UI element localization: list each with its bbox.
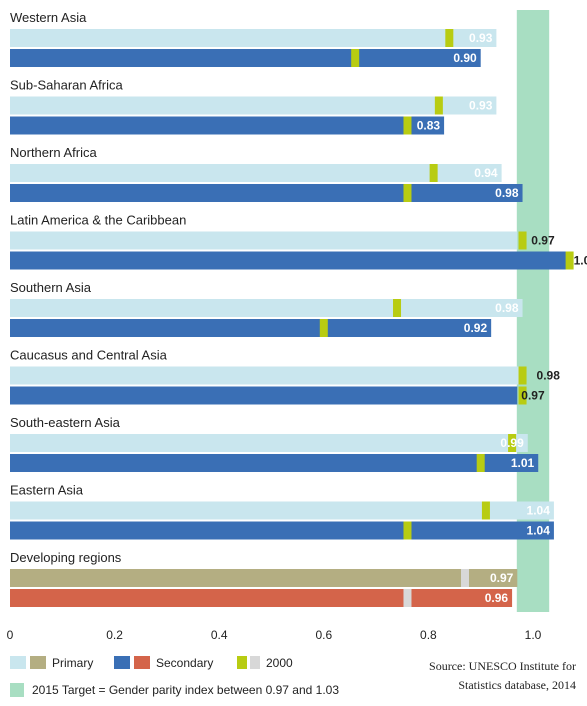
marker-2000-secondary (476, 454, 485, 472)
primary-bar (10, 231, 518, 250)
marker-2000-primary (393, 299, 402, 317)
marker-2000-secondary (403, 116, 412, 135)
secondary-value-label: 1.04 (527, 524, 551, 538)
x-tick-label: 0 (7, 628, 14, 642)
legend-secondary-aggregate-swatch (134, 656, 150, 669)
region-label: Eastern Asia (10, 483, 84, 498)
legend-secondary-label: Secondary (156, 656, 213, 670)
secondary-bar (10, 184, 523, 202)
marker-2000-primary (434, 96, 443, 115)
primary-value-label: 0.98 (537, 369, 561, 383)
marker-2000-primary (461, 569, 470, 587)
primary-value-label: 1.04 (527, 504, 551, 518)
legend-primary-aggregate-swatch (30, 656, 46, 669)
secondary-bar (10, 521, 554, 540)
legend-target-swatch (10, 683, 24, 697)
marker-2000-primary (518, 231, 527, 250)
region-label: Northern Africa (10, 145, 97, 160)
primary-value-label: 0.99 (500, 436, 524, 450)
secondary-value-label: 0.83 (417, 119, 441, 133)
marker-2000-secondary (565, 251, 574, 270)
marker-2000-secondary (403, 521, 412, 540)
legend-2000-aggregate-swatch (250, 656, 260, 669)
primary-bar (10, 569, 518, 587)
secondary-value-label: 0.96 (485, 591, 509, 605)
primary-value-label: 0.93 (469, 31, 493, 45)
secondary-bar (10, 589, 513, 607)
region-label: Western Asia (10, 10, 87, 25)
legend-2000-label: 2000 (266, 656, 293, 670)
primary-value-label: 0.98 (495, 301, 519, 315)
secondary-value-label: 0.98 (495, 186, 519, 200)
marker-2000-secondary (518, 386, 527, 405)
region-label: Sub-Saharan Africa (10, 78, 124, 93)
region-label: Latin America & the Caribbean (10, 213, 186, 228)
secondary-bar (10, 251, 570, 270)
secondary-bar (10, 49, 481, 67)
marker-2000-primary (445, 29, 454, 47)
legend-secondary-swatch (114, 656, 130, 669)
secondary-value-label: 1.01 (511, 456, 535, 470)
marker-2000-secondary (403, 184, 412, 202)
x-tick-label: 0.2 (106, 628, 123, 642)
secondary-value-label: 0.90 (453, 51, 477, 65)
primary-bar (10, 501, 554, 520)
primary-bar (10, 96, 497, 115)
primary-value-label: 0.94 (474, 166, 498, 180)
marker-2000-secondary (403, 589, 412, 607)
legend-2000-swatch (237, 656, 247, 669)
secondary-bar (10, 454, 539, 472)
x-tick-label: 0.6 (315, 628, 332, 642)
marker-2000-primary (429, 164, 438, 182)
secondary-value-label: 1.07 (574, 254, 587, 268)
marker-2000-secondary (319, 319, 328, 337)
primary-bar (10, 434, 528, 452)
marker-2000-secondary (351, 49, 360, 67)
secondary-value-label: 0.97 (521, 389, 545, 403)
primary-bar (10, 29, 497, 47)
legend-primary-swatch (10, 656, 26, 669)
secondary-bar (10, 386, 518, 405)
x-tick-label: 0.8 (420, 628, 437, 642)
secondary-value-label: 0.92 (464, 321, 488, 335)
primary-bar (10, 164, 502, 182)
region-label: Caucasus and Central Asia (10, 348, 168, 363)
marker-2000-primary (508, 434, 517, 452)
secondary-bar (10, 319, 492, 337)
primary-value-label: 0.97 (490, 571, 514, 585)
legend-primary-label: Primary (52, 656, 93, 670)
primary-value-label: 0.97 (531, 234, 555, 248)
primary-bar (10, 366, 523, 385)
region-label: Developing regions (10, 550, 122, 565)
region-label: South-eastern Asia (10, 415, 121, 430)
region-label: Southern Asia (10, 280, 92, 295)
x-tick-label: 0.4 (211, 628, 228, 642)
secondary-bar (10, 116, 445, 135)
source-line-2: Statistics database, 2014 (458, 678, 576, 692)
x-tick-label: 1.0 (525, 628, 542, 642)
legend-target-label: 2015 Target = Gender parity index betwee… (32, 683, 339, 697)
primary-bar (10, 299, 523, 317)
marker-2000-primary (481, 501, 490, 520)
primary-value-label: 0.93 (469, 99, 493, 113)
source-line-1: Source: UNESCO Institute for (429, 659, 576, 673)
marker-2000-primary (518, 366, 527, 385)
